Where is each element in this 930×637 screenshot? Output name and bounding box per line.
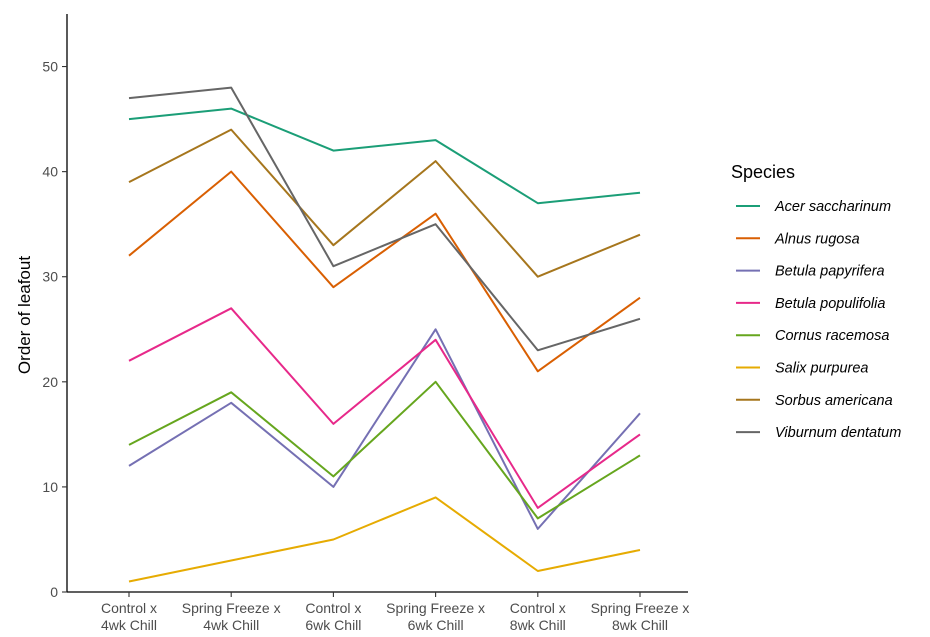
series-line-sorbus-americana — [128, 128, 641, 278]
y-tick-label: 40 — [42, 164, 58, 180]
series-line-betula-papyrifera — [128, 328, 641, 530]
legend-label: Sorbus americana — [775, 393, 893, 409]
x-axis: Control x 4wk Chill Spring Freeze x 4wk Chi… — [67, 591, 690, 633]
series-layer — [128, 86, 641, 583]
legend-label: Acer saccharinum — [774, 199, 891, 215]
legend-label: Salix purpurea — [775, 361, 869, 377]
series-line-viburnum-dentatum — [128, 86, 641, 352]
y-tick-label: 0 — [50, 584, 58, 600]
legend-title: Species — [731, 162, 795, 182]
x-tick-label: Control x 6wk Chill — [305, 600, 361, 632]
legend-label: Betula papyrifera — [775, 264, 885, 280]
legend-label: Cornus racemosa — [775, 328, 889, 344]
y-tick-label: 10 — [42, 479, 58, 495]
x-tick-label: Control x 4wk Chill — [101, 600, 157, 632]
series-line-alnus-rugosa — [128, 170, 641, 373]
y-axis: 0 10 20 30 40 50 — [42, 14, 68, 600]
legend: Species Acer saccharinum Alnus rugosa Betu… — [731, 162, 901, 441]
legend-label: Betula populifolia — [775, 296, 885, 312]
x-tick-label: Spring Freeze x 8wk Chill — [591, 600, 690, 632]
series-line-betula-populifolia — [128, 307, 641, 509]
legend-label: Alnus rugosa — [774, 231, 860, 247]
series-line-salix-purpurea — [128, 496, 641, 583]
series-line-acer-saccharinum — [128, 107, 641, 205]
y-tick-label: 50 — [42, 59, 58, 75]
x-tick-label: Spring Freeze x 4wk Chill — [182, 600, 281, 632]
x-tick-label: Control x 8wk Chill — [510, 600, 566, 632]
y-tick-label: 20 — [42, 374, 58, 390]
y-axis-title: Order of leafout — [15, 256, 34, 374]
legend-label: Viburnum dentatum — [775, 425, 901, 441]
series-line-cornus-racemosa — [128, 380, 641, 520]
x-tick-label: Spring Freeze x 6wk Chill — [386, 600, 485, 632]
y-tick-label: 30 — [42, 269, 58, 285]
